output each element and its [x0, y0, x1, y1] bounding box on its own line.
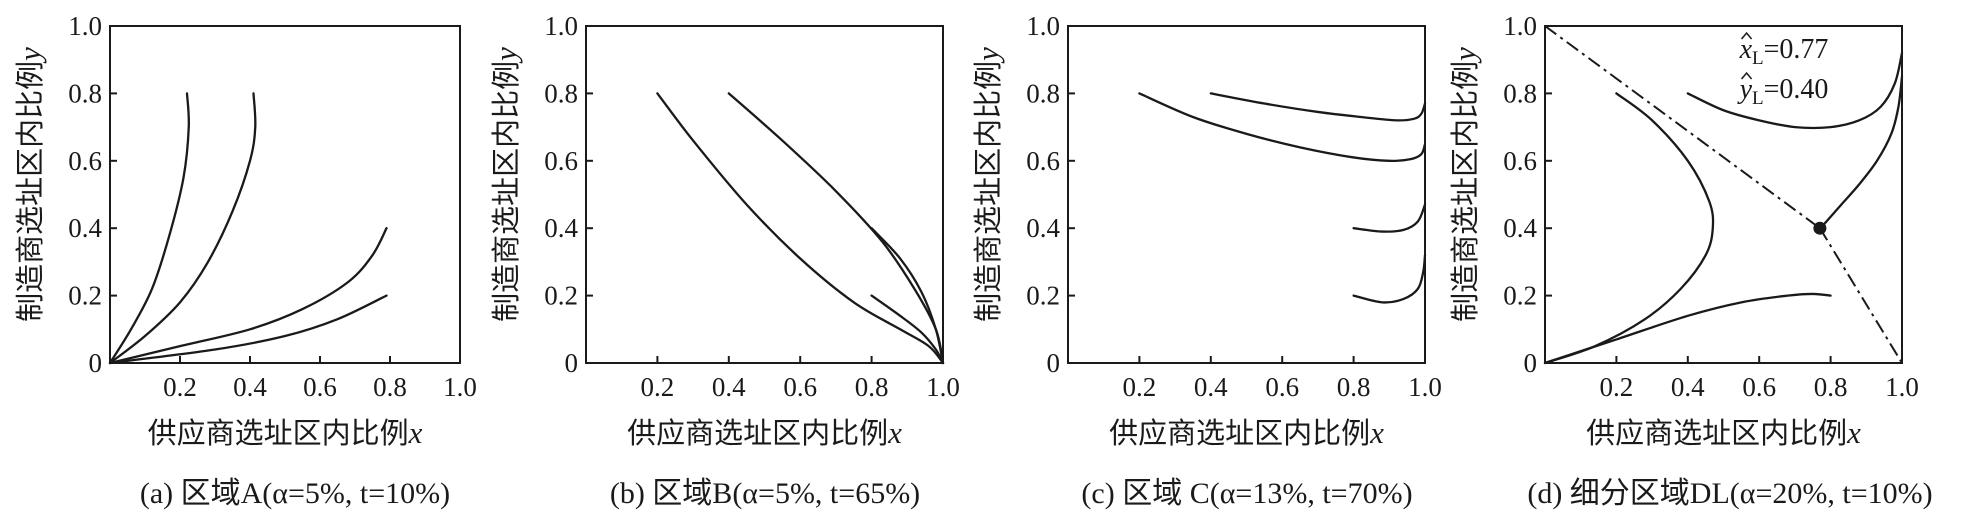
- y-tick-label: 0.4: [544, 213, 578, 243]
- equilibrium-point: [1813, 221, 1827, 235]
- y-tick-label: 0.4: [1503, 213, 1537, 243]
- trajectory-line-1: [108, 92, 191, 365]
- y-tick-label: 1.0: [68, 11, 102, 41]
- trajectory-line-2: [108, 92, 257, 365]
- trajectory-line-1: [656, 92, 945, 365]
- y-axis-label: 制造商选址区内比例y: [12, 47, 47, 322]
- plot-frame: [109, 25, 461, 364]
- trajectory-line-4: [1822, 75, 1904, 226]
- y-axis-label: 制造商选址区内比例y: [488, 47, 523, 322]
- x-tick-label: 1.0: [926, 372, 960, 402]
- chart-panel-1: 0.2 0.2 0.4 0.4 0.6 0.6 0.8 0.8 1.0 1.0 0 供应商选址区内比例…: [12, 11, 477, 510]
- origin-label: 0: [89, 348, 103, 378]
- x-tick-label: 0.8: [1814, 372, 1848, 402]
- trajectory-line-2: [1543, 292, 1832, 365]
- x-tick-label: 1.0: [443, 372, 477, 402]
- y-tick-label: 1.0: [1026, 11, 1060, 41]
- separatrix-line: [1819, 227, 1903, 364]
- x-tick-label: 0.4: [233, 372, 267, 402]
- chart-panel-2: 0.2 0.2 0.4 0.4 0.6 0.6 0.8 0.8 1.0 1.0 0 供应商选址区内比例…: [488, 11, 960, 510]
- y-tick-label: 0.2: [544, 281, 578, 311]
- plot-frame: [585, 25, 944, 364]
- x-tick-label: 1.0: [1885, 372, 1919, 402]
- x-tick-label: 0.8: [855, 372, 889, 402]
- x-axis-label: 供应商选址区内比例x: [1109, 415, 1384, 450]
- x-tick-label: 0.8: [1337, 372, 1371, 402]
- y-tick-label: 0.6: [1503, 146, 1537, 176]
- y-tick-label: 0.4: [68, 213, 102, 243]
- x-tick-label: 0.6: [1265, 372, 1299, 402]
- chart-panel-4: 0.2 0.2 0.4 0.4 0.6 0.6 0.8 0.8 1.0 1.0 0 供应商选址区内比例…: [1447, 11, 1933, 510]
- x-axis-label: 供应商选址区内比例x: [627, 415, 902, 450]
- panel-caption: (c) 区域 C(α=13%, t=70%): [1081, 477, 1412, 510]
- hat-mark: [1740, 31, 1753, 40]
- trajectory-line-3: [870, 227, 945, 365]
- panel-caption: (d) 细分区域DL(α=20%, t=10%): [1527, 477, 1932, 510]
- origin-label: 0: [565, 348, 579, 378]
- plot-frame: [1544, 25, 1903, 364]
- x-axis-label: 供应商选址区内比例x: [1586, 415, 1861, 450]
- y-tick-label: 0.2: [1503, 281, 1537, 311]
- panel-caption: (b) 区域B(α=5%, t=65%): [610, 477, 920, 510]
- x-tick-label: 0.6: [303, 372, 337, 402]
- y-tick-label: 0.4: [1026, 213, 1060, 243]
- x-axis-label: 供应商选址区内比例x: [148, 415, 423, 450]
- y-tick-label: 0.8: [1026, 78, 1060, 108]
- y-axis-label: 制造商选址区内比例y: [970, 47, 1005, 322]
- x-tick-label: 0.4: [1194, 372, 1228, 402]
- x-tick-label: 1.0: [1408, 372, 1442, 402]
- trajectory-line-3: [108, 227, 388, 365]
- x-tick-label: 0.2: [641, 372, 675, 402]
- plot-frame: [1067, 25, 1426, 364]
- x-tick-label: 0.2: [163, 372, 197, 402]
- trajectory-line-4: [1352, 254, 1427, 304]
- y-tick-label: 0.6: [68, 146, 102, 176]
- trajectory-line-1: [1138, 92, 1427, 163]
- origin-label: 0: [1524, 348, 1538, 378]
- y-tick-label: 1.0: [1503, 11, 1537, 41]
- y-tick-label: 0.8: [68, 78, 102, 108]
- trajectory-line-2: [1209, 92, 1427, 122]
- x-tick-label: 0.2: [1123, 372, 1157, 402]
- trajectory-line-3: [1352, 203, 1427, 233]
- trajectory-line-4: [108, 294, 388, 365]
- x-tick-label: 0.8: [373, 372, 407, 402]
- y-tick-label: 0.2: [68, 281, 102, 311]
- y-tick-label: 0.8: [1503, 78, 1537, 108]
- y-tick-label: 1.0: [544, 11, 578, 41]
- annotation-yhat: yL=0.40: [1737, 74, 1829, 109]
- y-tick-label: 0.8: [544, 78, 578, 108]
- separatrix-line: [1544, 25, 1821, 230]
- y-tick-label: 0.2: [1026, 281, 1060, 311]
- annotation-xhat: xL=0.77: [1739, 34, 1829, 69]
- x-tick-label: 0.4: [712, 372, 746, 402]
- x-tick-label: 0.6: [783, 372, 817, 402]
- trajectory-line-3: [1686, 51, 1904, 130]
- x-tick-label: 0.6: [1742, 372, 1776, 402]
- x-tick-label: 0.4: [1671, 372, 1705, 402]
- y-tick-label: 0.6: [1026, 146, 1060, 176]
- panel-caption: (a) 区域A(α=5%, t=10%): [140, 477, 450, 510]
- hat-mark: [1740, 71, 1753, 80]
- y-tick-label: 0.6: [544, 146, 578, 176]
- trajectory-line-4: [870, 294, 945, 365]
- origin-label: 0: [1047, 348, 1061, 378]
- y-axis-label: 制造商选址区内比例y: [1447, 47, 1482, 322]
- x-tick-label: 0.2: [1600, 372, 1634, 402]
- chart-panel-3: 0.2 0.2 0.4 0.4 0.6 0.6 0.8 0.8 1.0 1.0 0 供应商选址区内比例…: [970, 11, 1442, 510]
- trajectory-line-1: [1543, 92, 1715, 365]
